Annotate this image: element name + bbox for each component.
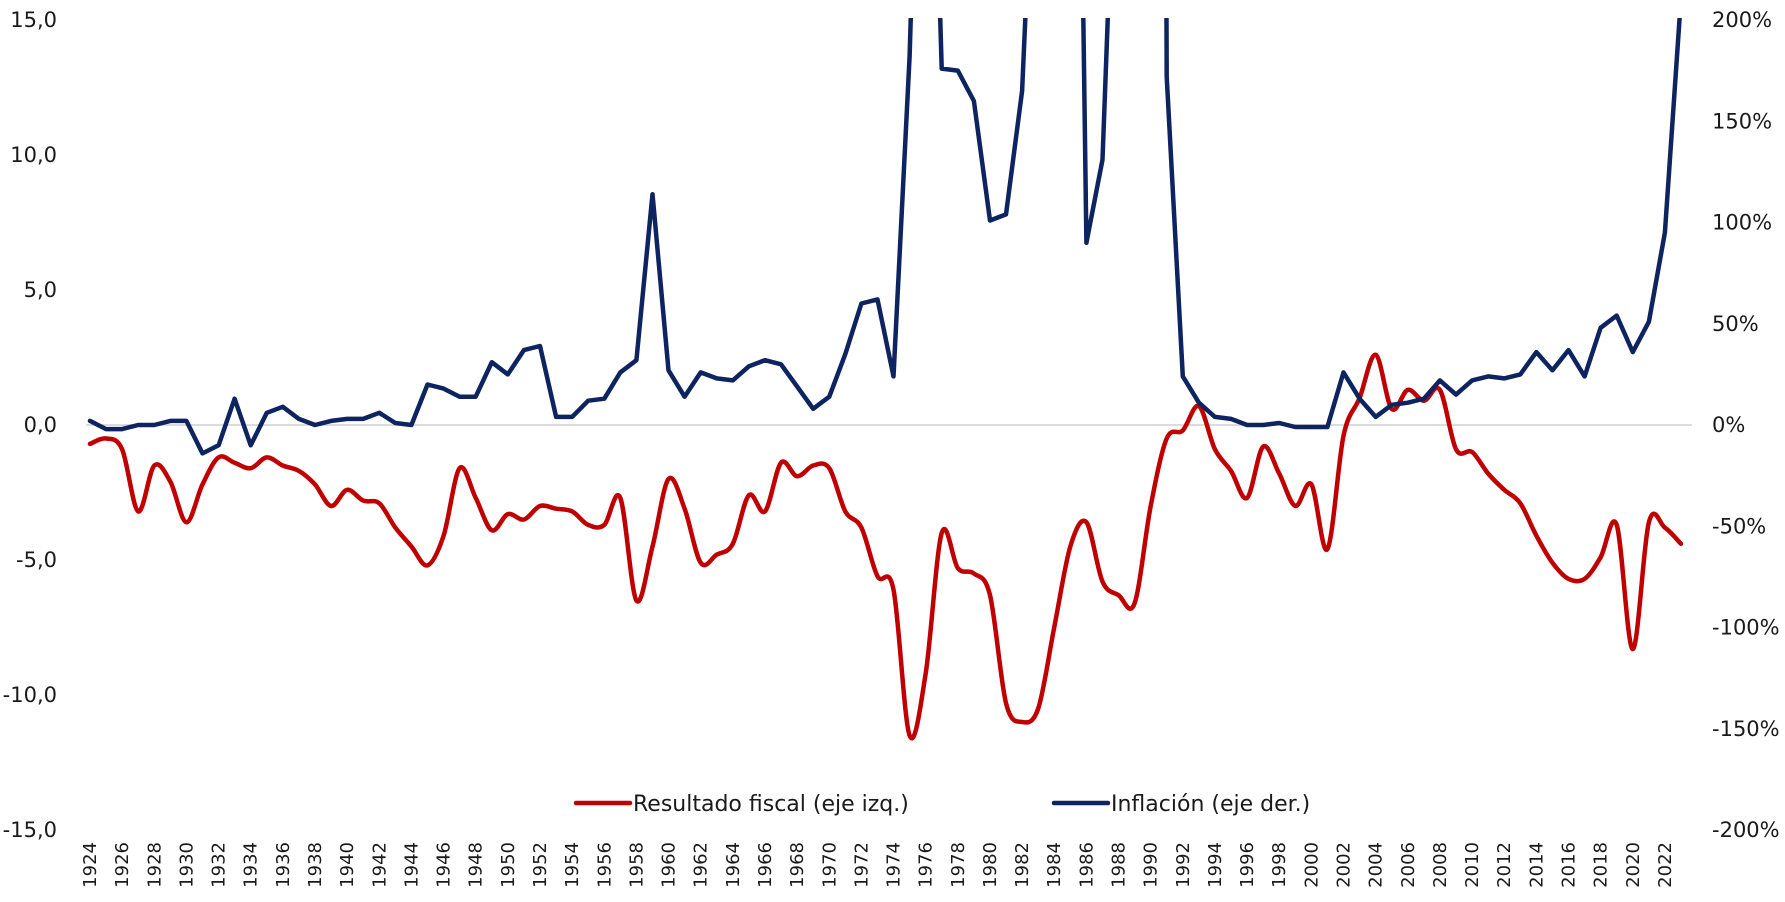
x-axis-tick-label: 1964 (723, 842, 744, 888)
left-axis-tick-label: 10,0 (10, 143, 57, 167)
legend-label-inflation: Inflación (eje der.) (1111, 792, 1310, 817)
right-axis-tick-label: 200% (1712, 8, 1772, 32)
x-axis-tick-label: 1984 (1044, 842, 1065, 888)
right-axis-tick-label: 150% (1712, 109, 1772, 133)
x-axis-tick-label: 1968 (787, 842, 808, 888)
legend-label-fiscal: Resultado fiscal (eje izq.) (633, 792, 909, 817)
x-axis-tick-label: 2012 (1494, 842, 1515, 888)
left-axis-tick-label: 15,0 (10, 8, 57, 32)
x-axis-tick-label: 2008 (1430, 842, 1451, 888)
x-axis-tick-label: 2010 (1462, 842, 1483, 888)
right-axis-tick-label: 0% (1712, 413, 1745, 437)
x-axis-tick-label: 1928 (144, 842, 165, 888)
x-axis-tick-label: 1948 (466, 842, 487, 888)
x-axis-tick-label: 2000 (1301, 842, 1322, 888)
x-axis-tick-label: 1936 (273, 842, 294, 888)
x-axis-tick-label: 1986 (1076, 842, 1097, 888)
right-axis-tick-label: 100% (1712, 211, 1772, 235)
x-axis-tick-label: 1976 (916, 842, 937, 888)
x-axis-tick-label: 1932 (209, 842, 230, 888)
x-axis-tick-label: 1970 (819, 842, 840, 888)
x-axis-tick-label: 1940 (337, 842, 358, 888)
x-axis-tick-label: 1934 (241, 842, 262, 888)
x-axis-tick-label: 2018 (1591, 842, 1612, 888)
x-axis-tick-label: 1978 (948, 842, 969, 888)
x-axis-tick-label: 1992 (1173, 842, 1194, 888)
right-axis-tick-label: -50% (1712, 514, 1766, 538)
left-axis-ticks: 15,0 10,0 5,0 0,0 -5,0 -10,0 -15,0 (3, 8, 57, 842)
left-axis-tick-label: 5,0 (24, 278, 57, 302)
x-axis-tick-label: 2020 (1623, 842, 1644, 888)
legend: Resultado fiscal (eje izq.) Inflación (e… (573, 792, 1310, 817)
x-axis-tick-label: 2016 (1559, 842, 1580, 888)
x-axis-tick-label: 1994 (1205, 842, 1226, 888)
left-axis-tick-label: -10,0 (3, 683, 57, 707)
x-axis-tick-label: 1944 (401, 842, 422, 888)
x-axis-tick-label: 1966 (755, 842, 776, 888)
x-axis-tick-label: 1996 (1237, 842, 1258, 888)
x-axis-tick-label: 2022 (1655, 842, 1676, 888)
series-line-inflation (87, 18, 1682, 456)
x-axis-tick-label: 2006 (1398, 842, 1419, 888)
right-axis-tick-label: -150% (1712, 717, 1780, 741)
series-layer (87, 18, 1684, 741)
left-axis-tick-label: -5,0 (16, 548, 57, 572)
x-axis-tick-label: 1974 (884, 842, 905, 888)
x-axis-tick-label: 1972 (851, 842, 872, 888)
x-axis-tick-label: 2002 (1334, 842, 1355, 888)
x-axis-tick-label: 1982 (1012, 842, 1033, 888)
x-axis-tick-label: 2004 (1366, 842, 1387, 888)
x-axis-tick-label: 1954 (562, 842, 583, 888)
x-axis-tick-label: 1946 (434, 842, 455, 888)
x-axis-tick-label: 1988 (1109, 842, 1130, 888)
right-axis-tick-label: 50% (1712, 312, 1759, 336)
x-axis-tick-label: 1960 (659, 842, 680, 888)
x-axis-tick-label: 1924 (80, 842, 101, 888)
series-line-fiscal (87, 352, 1684, 741)
x-axis-tick-label: 1998 (1269, 842, 1290, 888)
x-axis-tick-label: 1956 (594, 842, 615, 888)
x-axis-tick-label: 1942 (369, 842, 390, 888)
x-axis-tick-label: 1980 (980, 842, 1001, 888)
x-axis-tick-label: 2014 (1526, 842, 1547, 888)
x-axis-tick-label: 1930 (176, 842, 197, 888)
x-axis-tick-label: 1950 (498, 842, 519, 888)
x-axis-tick-label: 1990 (1141, 842, 1162, 888)
x-axis-tick-label: 1938 (305, 842, 326, 888)
x-axis-ticks: 1924 1926 1928 1930 1932 1934 1936 1938 1940 1942… (80, 842, 1676, 888)
right-axis-ticks: 200% 150% 100% 50% 0% -50% -100% -150% -200% (1712, 8, 1780, 842)
right-axis-tick-label: -200% (1712, 818, 1780, 842)
x-axis-tick-label: 1926 (112, 842, 133, 888)
x-axis-tick-label: 1952 (530, 842, 551, 888)
right-axis-tick-label: -100% (1712, 616, 1780, 640)
left-axis-tick-label: 0,0 (24, 413, 57, 437)
x-axis-tick-label: 1962 (691, 842, 712, 888)
x-axis-tick-label: 1958 (626, 842, 647, 888)
left-axis-tick-label: -15,0 (3, 818, 57, 842)
